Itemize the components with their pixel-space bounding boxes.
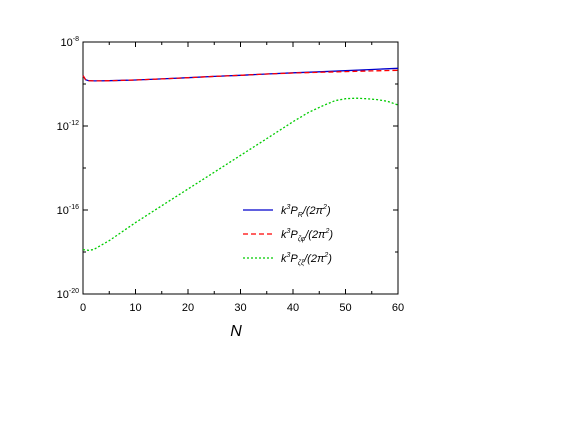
y-tick-label: 10-8 [61,36,80,49]
x-tick-label: 10 [129,302,141,314]
legend-label-2: k3Pζφ/(2π2) [281,228,333,243]
x-axis-title: N [230,323,242,340]
legend: k3PR/(2π2) k3Pζφ/(2π2) k3Pζξ/(2π2) [243,204,333,267]
y-tick-label: 10-16 [57,204,79,217]
series-layer [82,67,399,251]
series-line-1 [82,67,399,82]
axis-ticks: 0 10 20 30 40 50 60 10-8 10-12 10-16 10-20 [57,36,405,314]
x-tick-label: 20 [182,302,194,314]
legend-label-3: k3Pζξ/(2π2) [281,252,332,267]
x-tick-label: 0 [80,302,86,314]
y-tick-label: 10-12 [57,120,79,133]
y-tick-label: 10-20 [57,288,79,301]
x-tick-label: 50 [339,302,351,314]
x-tick-label: 60 [392,302,404,314]
series-line-2 [82,69,399,82]
series-line-3 [82,97,399,251]
legend-label-1: k3PR/(2π2) [281,204,331,219]
x-tick-label: 40 [287,302,299,314]
x-tick-label: 30 [234,302,246,314]
